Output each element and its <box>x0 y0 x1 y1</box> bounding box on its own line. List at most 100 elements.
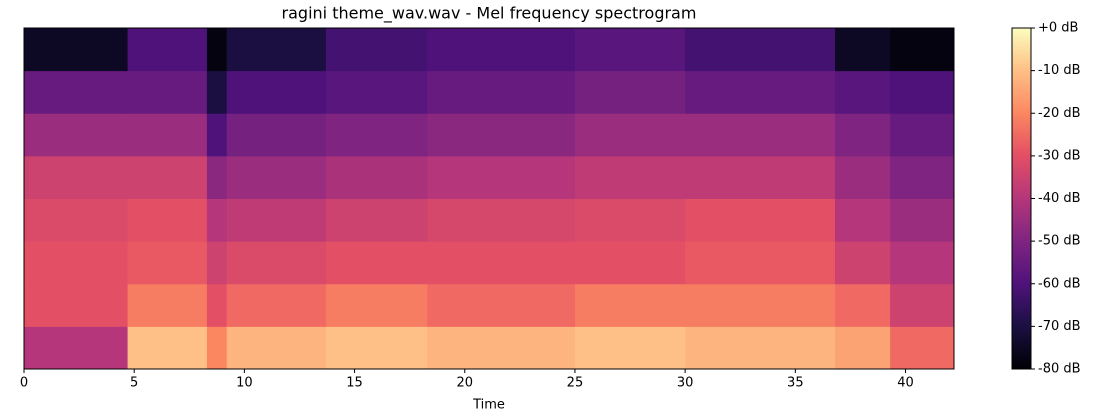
heatmap-cell <box>226 326 327 370</box>
heatmap-cell <box>834 198 891 242</box>
heatmap-cell <box>127 28 208 72</box>
heatmap-cell <box>226 283 327 327</box>
plot-frame <box>23 27 955 370</box>
heatmap-cell <box>24 113 129 157</box>
heatmap-cell <box>574 113 686 157</box>
heatmap-cell <box>24 70 129 114</box>
heatmap-cell <box>685 28 836 72</box>
heatmap-cell <box>325 283 428 327</box>
heatmap-cell <box>685 70 836 114</box>
heatmap-cell <box>325 326 428 370</box>
heatmap-cell <box>834 283 891 327</box>
heatmap-cell <box>226 28 327 72</box>
heatmap-cell <box>226 155 327 199</box>
heatmap-cell <box>24 326 129 370</box>
colorbar-tick-label: -80 dB <box>1038 362 1081 377</box>
x-tick-label: 40 <box>897 376 914 391</box>
heatmap-cell <box>890 28 955 72</box>
heatmap-cell <box>226 198 327 242</box>
heatmap-cell <box>325 28 428 72</box>
heatmap-cell <box>890 113 955 157</box>
heatmap-cell <box>206 198 228 242</box>
heatmap-cell <box>127 155 208 199</box>
heatmap-cell <box>574 241 686 285</box>
heatmap-cell <box>834 326 891 370</box>
x-tick-label: 25 <box>567 376 584 391</box>
heatmap-cell <box>24 241 129 285</box>
heatmap-cell <box>574 28 686 72</box>
x-tick-label: 5 <box>130 376 138 391</box>
heatmap-cell <box>325 155 428 199</box>
heatmap-cell <box>427 198 576 242</box>
heatmap-cell <box>206 155 228 199</box>
heatmap-cell <box>24 283 129 327</box>
colorbar-tick-label: -50 dB <box>1038 234 1081 249</box>
x-tick-label: 20 <box>456 376 473 391</box>
heatmap-cell <box>206 28 228 72</box>
colorbar-tick-label: -20 dB <box>1038 106 1081 121</box>
heatmap-cell <box>325 241 428 285</box>
heatmap-cell <box>24 155 129 199</box>
heatmap-cell <box>127 326 208 370</box>
heatmap-cell <box>890 70 955 114</box>
heatmap-cell <box>427 113 576 157</box>
heatmap-cell <box>834 28 891 72</box>
heatmap-cell <box>127 70 208 114</box>
heatmap-cell <box>890 241 955 285</box>
heatmap-cell <box>574 70 686 114</box>
x-tick-label: 30 <box>677 376 694 391</box>
heatmap-cell <box>127 198 208 242</box>
heatmap-cell <box>427 70 576 114</box>
heatmap-cell <box>206 70 228 114</box>
heatmap-cell <box>890 283 955 327</box>
heatmap-cell <box>427 241 576 285</box>
heatmap-cell <box>574 326 686 370</box>
heatmap-cell <box>685 326 836 370</box>
heatmap-cell <box>834 113 891 157</box>
heatmap-cell <box>206 113 228 157</box>
colorbar-tick-label: -40 dB <box>1038 191 1081 206</box>
x-tick-label: 15 <box>346 376 363 391</box>
heatmap-cell <box>226 241 327 285</box>
heatmap-cell <box>890 155 955 199</box>
heatmap-cell <box>24 28 129 72</box>
heatmap-cell <box>685 113 836 157</box>
heatmap-cell <box>427 283 576 327</box>
heatmap-cell <box>890 326 955 370</box>
heatmap-cell <box>427 155 576 199</box>
heatmap-cell <box>834 155 891 199</box>
heatmap-cell <box>226 113 327 157</box>
heatmap-cell <box>685 198 836 242</box>
heatmap-cell <box>127 113 208 157</box>
colorbar <box>1011 27 1032 370</box>
colorbar-tick-label: +0 dB <box>1038 21 1078 36</box>
heatmap-cell <box>226 70 327 114</box>
heatmap-cell <box>127 283 208 327</box>
x-tick-label: 0 <box>20 376 28 391</box>
heatmap-cell <box>427 326 576 370</box>
x-tick-label: 10 <box>236 376 253 391</box>
heatmap-cell <box>325 70 428 114</box>
colorbar-tick-label: -70 dB <box>1038 319 1081 334</box>
heatmap-cell <box>834 241 891 285</box>
heatmap-cell <box>325 198 428 242</box>
heatmap-cell <box>574 198 686 242</box>
heatmap-cell <box>834 70 891 114</box>
heatmap-cell <box>427 28 576 72</box>
colorbar-tick-label: -30 dB <box>1038 148 1081 163</box>
colorbar-tick-label: -10 dB <box>1038 63 1081 78</box>
heatmap-cell <box>574 155 686 199</box>
x-axis-label: Time <box>472 398 505 413</box>
heatmap-cell <box>685 155 836 199</box>
heatmap-cell <box>206 241 228 285</box>
heatmap-cell <box>685 283 836 327</box>
heatmap-cell <box>574 283 686 327</box>
chart-title: ragini theme_wav.wav - Mel frequency spe… <box>282 4 697 24</box>
heatmap-cell <box>24 198 129 242</box>
x-tick-label: 35 <box>787 376 804 391</box>
heatmap-cell <box>127 241 208 285</box>
heatmap-cell <box>325 113 428 157</box>
colorbar-tick-label: -60 dB <box>1038 276 1081 291</box>
heatmap-cell <box>890 198 955 242</box>
